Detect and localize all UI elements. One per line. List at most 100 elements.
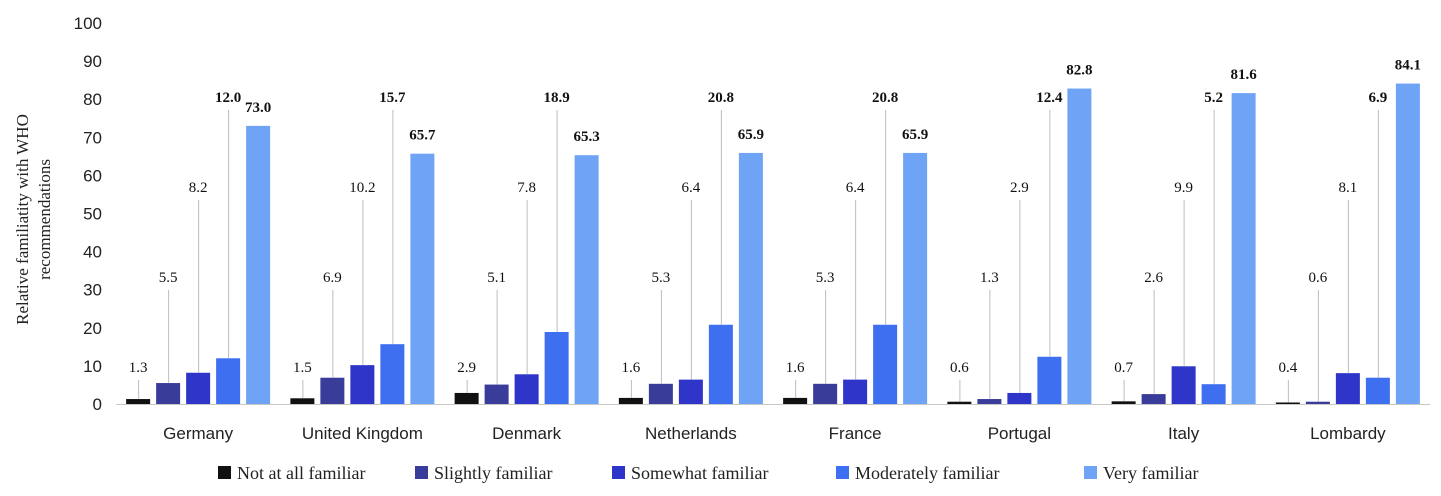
legend-swatch [218, 466, 231, 479]
bar [947, 401, 972, 404]
bar [873, 324, 898, 404]
data-label: 18.9 [544, 90, 570, 106]
bar [350, 365, 375, 404]
x-category-label: Netherlands [645, 424, 737, 443]
data-label: 1.5 [293, 360, 312, 376]
y-tick-label: 80 [83, 90, 102, 109]
y-tick-label: 100 [74, 14, 102, 33]
bar [410, 153, 435, 404]
bar [813, 383, 838, 404]
bar [678, 379, 703, 404]
legend-swatch [1084, 466, 1097, 479]
bar [977, 399, 1002, 404]
x-category-label: Portugal [988, 424, 1051, 443]
bar [156, 383, 181, 404]
bar [454, 392, 479, 404]
data-label: 5.3 [816, 270, 835, 286]
legend-swatch [836, 466, 849, 479]
data-label: 8.2 [189, 180, 208, 196]
data-label: 0.6 [950, 360, 969, 376]
bar [544, 331, 569, 404]
bar [1037, 356, 1062, 404]
bar [574, 155, 599, 404]
data-label: 6.4 [682, 180, 701, 196]
x-category-label: Lombardy [1310, 424, 1386, 443]
legend-swatch [415, 466, 428, 479]
y-axis-label: Relative familiatity with WHO [13, 114, 32, 325]
y-tick-label: 10 [83, 357, 102, 376]
bar [1305, 401, 1330, 404]
bar [320, 377, 345, 404]
bar [1111, 401, 1136, 404]
bar [903, 152, 928, 404]
bar [484, 384, 509, 404]
bar [1275, 402, 1300, 404]
bar [1231, 93, 1256, 404]
bar [648, 383, 673, 404]
data-label: 6.9 [323, 270, 342, 286]
bar [783, 397, 808, 404]
data-label: 65.9 [738, 127, 764, 143]
data-label: 20.8 [708, 90, 734, 106]
bar [290, 398, 315, 404]
data-label: 81.6 [1231, 67, 1258, 83]
x-category-label: Germany [163, 424, 233, 443]
data-label: 0.4 [1279, 360, 1298, 376]
data-label: 10.2 [349, 180, 375, 196]
bar [618, 397, 643, 404]
data-label: 65.9 [902, 127, 928, 143]
legend-label: Somewhat familiar [631, 463, 768, 483]
data-label: 1.3 [129, 360, 148, 376]
data-label: 65.7 [409, 128, 436, 144]
y-axis-label: recommendations [35, 159, 54, 280]
data-label: 6.9 [1369, 90, 1388, 106]
data-label: 1.6 [622, 360, 641, 376]
bar [1395, 83, 1420, 404]
data-label: 12.4 [1036, 90, 1063, 106]
legend-label: Slightly familiar [434, 463, 553, 483]
bar [1171, 366, 1196, 404]
x-category-label: Italy [1168, 424, 1200, 443]
bar [514, 374, 539, 404]
bar [216, 358, 241, 404]
bar [1335, 373, 1360, 404]
data-label: 8.1 [1339, 180, 1358, 196]
x-category-label: United Kingdom [302, 424, 423, 443]
y-tick-label: 20 [83, 319, 102, 338]
bar [843, 379, 868, 404]
data-label: 7.8 [517, 180, 536, 196]
data-label: 2.9 [457, 360, 476, 376]
bar [1201, 384, 1226, 404]
data-label: 9.9 [1174, 180, 1193, 196]
data-label: 1.6 [786, 360, 805, 376]
data-label: 82.8 [1066, 63, 1092, 79]
data-label: 5.2 [1204, 90, 1223, 106]
legend-label: Moderately familiar [855, 463, 999, 483]
bar [1365, 377, 1390, 404]
bar [708, 324, 733, 404]
bar [738, 152, 763, 404]
bar [126, 399, 151, 404]
y-tick-label: 60 [83, 166, 102, 185]
data-label: 5.5 [159, 270, 178, 286]
y-tick-label: 30 [83, 281, 102, 300]
data-label: 6.4 [846, 180, 865, 196]
data-label: 5.3 [652, 270, 671, 286]
legend-label: Not at all familiar [237, 463, 365, 483]
legend-swatch [612, 466, 625, 479]
x-category-label: France [829, 424, 882, 443]
bar [1067, 88, 1092, 405]
data-label: 1.3 [980, 270, 999, 286]
data-label: 2.9 [1010, 180, 1029, 196]
data-label: 20.8 [872, 90, 898, 106]
data-label: 12.0 [215, 90, 241, 106]
data-label: 65.3 [574, 129, 600, 145]
data-label: 5.1 [487, 270, 506, 286]
y-tick-label: 50 [83, 205, 102, 224]
y-tick-label: 40 [83, 243, 102, 262]
data-label: 84.1 [1395, 58, 1421, 74]
data-label: 0.6 [1309, 270, 1328, 286]
y-tick-label: 90 [83, 52, 102, 71]
bar [246, 125, 271, 405]
